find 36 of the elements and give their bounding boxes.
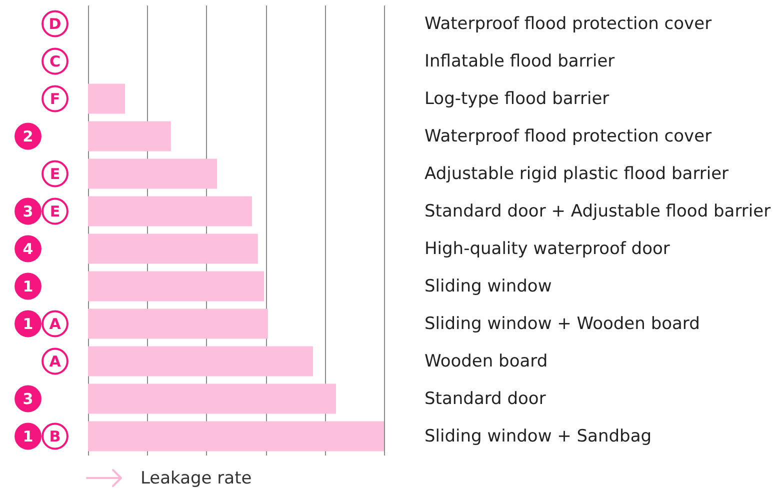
- text: 3: [22, 202, 34, 220]
- y-tick-label: Waterproof flood protection cover: [424, 14, 712, 34]
- text: 2: [22, 127, 34, 146]
- y-tick-label: Inflatable flood barrier: [424, 51, 615, 72]
- y-tick-label: Log-type flood barrier: [424, 88, 610, 109]
- text: E: [50, 164, 60, 183]
- text: 4: [22, 240, 34, 258]
- bar: [88, 421, 384, 452]
- text: 1: [22, 277, 34, 296]
- text: E: [50, 202, 60, 220]
- y-tick-label: Sliding window: [424, 276, 552, 296]
- text: C: [49, 52, 61, 70]
- y-tick-label: Standard door + Adjustable flood barrier: [424, 201, 771, 222]
- y-tick-label: Waterproof flood protection cover: [424, 126, 712, 146]
- bar: [88, 384, 336, 414]
- y-tick-label: High-quality waterproof door: [424, 238, 670, 259]
- text: 1 B: [22, 427, 61, 446]
- text: A: [49, 352, 62, 370]
- bar: [88, 84, 125, 114]
- bar: [88, 308, 268, 339]
- x-axis-title: Leakage rate: [140, 468, 252, 488]
- y-tick-label: Adjustable rigid plastic flood barrier: [424, 164, 729, 184]
- text: 3: [22, 390, 34, 408]
- bar: [88, 121, 171, 152]
- bar: [88, 234, 258, 264]
- y-tick-label: Sliding window + Wooden board: [424, 314, 700, 334]
- bar: [88, 196, 252, 226]
- bar: [88, 158, 218, 189]
- y-tick-label: Standard door: [424, 388, 546, 409]
- bar: [88, 271, 264, 302]
- y-tick-label: Wooden board: [424, 351, 548, 372]
- text: D: [48, 14, 62, 33]
- bar: [88, 346, 313, 376]
- y-tick-label: Sliding window + Sandbag: [424, 426, 652, 446]
- text: 1 A: [22, 314, 61, 333]
- text: F: [50, 90, 60, 108]
